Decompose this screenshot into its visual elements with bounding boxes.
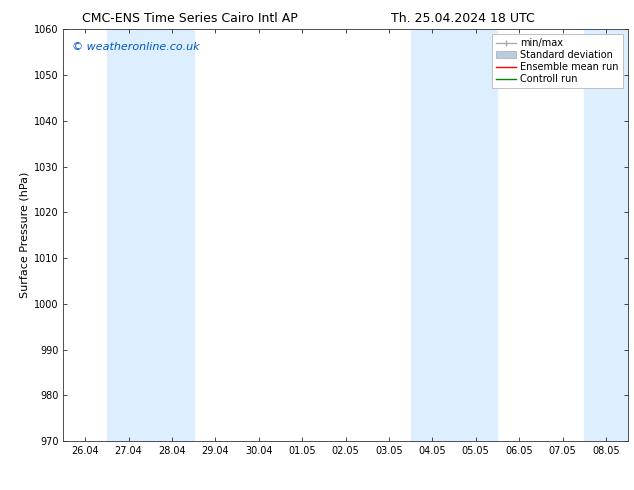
Y-axis label: Surface Pressure (hPa): Surface Pressure (hPa) — [20, 172, 30, 298]
Text: Th. 25.04.2024 18 UTC: Th. 25.04.2024 18 UTC — [391, 12, 534, 25]
Bar — [107, 29, 193, 441]
Text: CMC-ENS Time Series Cairo Intl AP: CMC-ENS Time Series Cairo Intl AP — [82, 12, 298, 25]
Bar — [585, 29, 628, 441]
Bar — [411, 29, 498, 441]
Text: © weatheronline.co.uk: © weatheronline.co.uk — [72, 42, 200, 52]
Legend: min/max, Standard deviation, Ensemble mean run, Controll run: min/max, Standard deviation, Ensemble me… — [492, 34, 623, 88]
